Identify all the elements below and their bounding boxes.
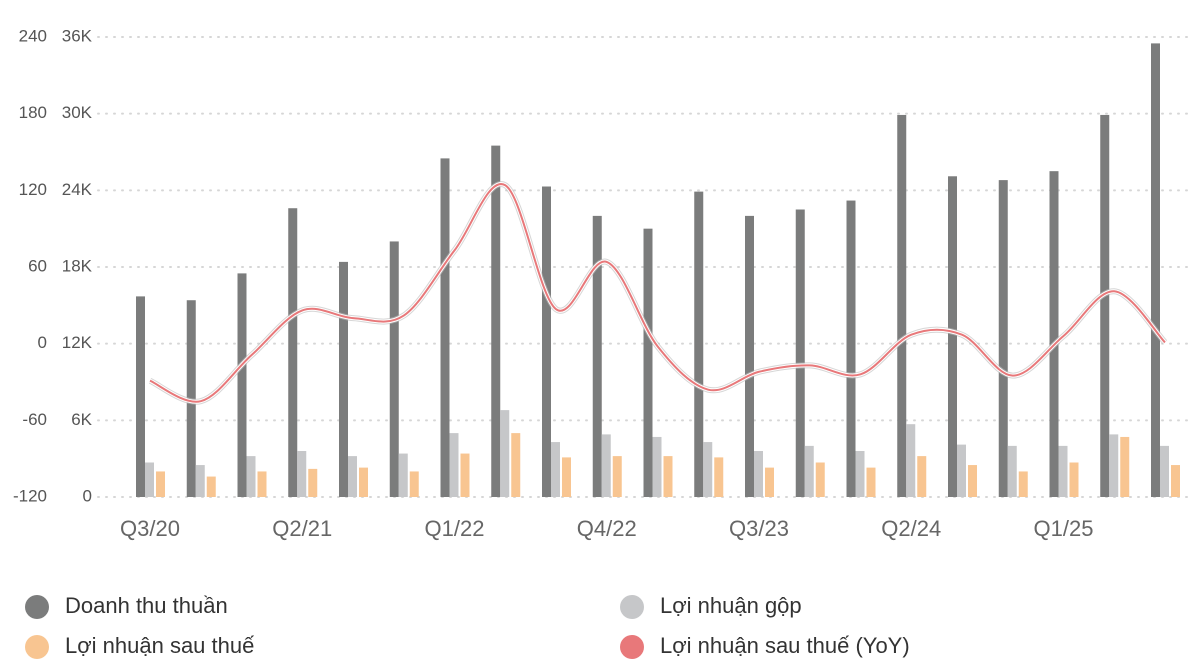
- bar: [906, 424, 916, 497]
- bar: [652, 436, 662, 497]
- x-tick-label: Q2/21: [272, 516, 332, 541]
- bar: [145, 462, 154, 497]
- y-tick-label: 24K: [62, 180, 93, 199]
- bar: [1058, 445, 1068, 497]
- bar: [1007, 445, 1017, 497]
- legend-label: Lợi nhuận gộp: [660, 593, 802, 618]
- bar: [246, 456, 256, 497]
- bar: [195, 465, 205, 497]
- bar: [846, 200, 856, 498]
- bar: [1120, 436, 1130, 497]
- x-tick-label: Q2/24: [881, 516, 941, 541]
- legend-label: Lợi nhuận sau thuế: [65, 633, 254, 658]
- y2-tick-label: 60: [28, 256, 47, 275]
- line-shadow: [148, 181, 1168, 405]
- bar: [398, 453, 408, 497]
- y-tick-label: 6K: [71, 410, 92, 429]
- bar: [917, 456, 927, 497]
- bar: [714, 457, 724, 497]
- bar: [562, 457, 571, 497]
- bar: [866, 467, 876, 497]
- x-tick-label: Q1/25: [1034, 516, 1094, 541]
- bar: [754, 451, 763, 497]
- y-tick-label: 0: [83, 486, 92, 505]
- legend-swatch: [620, 635, 644, 659]
- bar: [897, 114, 907, 497]
- bar: [1018, 471, 1028, 497]
- bar: [257, 471, 267, 497]
- bar: [511, 433, 521, 497]
- bar: [1109, 434, 1119, 497]
- bar: [449, 433, 459, 497]
- bar: [288, 208, 298, 497]
- bar: [815, 462, 825, 497]
- bar: [491, 145, 501, 497]
- bar: [998, 180, 1008, 497]
- legend-swatch: [25, 595, 49, 619]
- bar: [136, 296, 145, 497]
- y2-tick-label: 180: [19, 103, 47, 122]
- bar: [551, 442, 560, 497]
- y-tick-label: 36K: [62, 26, 93, 45]
- bar: [703, 442, 713, 497]
- bar: [601, 434, 611, 497]
- bar: [297, 451, 307, 497]
- bar: [1100, 114, 1110, 497]
- y-tick-label: 18K: [62, 256, 93, 275]
- bar: [308, 468, 318, 497]
- bar: [804, 445, 814, 497]
- legend-label: Lợi nhuận sau thuế (YoY): [660, 633, 910, 658]
- y2-tick-label: -60: [22, 410, 47, 429]
- bar: [1049, 171, 1059, 497]
- bar: [612, 456, 622, 497]
- bar: [348, 456, 357, 497]
- bar: [795, 209, 805, 497]
- y2-tick-label: 0: [38, 333, 47, 352]
- bar: [694, 191, 704, 497]
- bar: [957, 444, 966, 497]
- bar: [1171, 465, 1180, 497]
- bar: [339, 261, 348, 497]
- bar: [359, 467, 368, 497]
- line-halo: [149, 182, 1167, 404]
- bar: [745, 215, 754, 497]
- legend-swatch: [620, 595, 644, 619]
- legend-label: Doanh thu thuần: [65, 593, 228, 618]
- bar: [855, 451, 865, 497]
- y2-tick-label: 240: [19, 26, 47, 45]
- y2-tick-label: 120: [19, 180, 47, 199]
- y-tick-label: 12K: [62, 333, 93, 352]
- y2-tick-label: -120: [13, 486, 47, 505]
- bar: [460, 453, 470, 497]
- bar: [1160, 445, 1169, 497]
- bar: [389, 241, 399, 497]
- line: [149, 183, 1166, 403]
- x-tick-label: Q3/23: [729, 516, 789, 541]
- bar: [663, 456, 673, 497]
- bar: [440, 158, 450, 497]
- bar: [765, 467, 774, 497]
- bar: [968, 465, 977, 497]
- bar: [206, 476, 216, 497]
- bar: [237, 273, 247, 497]
- x-tick-label: Q3/20: [120, 516, 180, 541]
- legend-swatch: [25, 635, 49, 659]
- bar: [948, 176, 957, 497]
- x-tick-label: Q4/22: [577, 516, 637, 541]
- bar: [409, 471, 419, 497]
- y-tick-label: 30K: [62, 103, 93, 122]
- bar: [1069, 462, 1079, 497]
- bar: [156, 471, 165, 497]
- x-tick-label: Q1/22: [425, 516, 485, 541]
- bar: [643, 228, 653, 497]
- bar: [500, 410, 510, 497]
- bar: [1151, 43, 1160, 498]
- bar: [592, 215, 602, 497]
- bar: [542, 186, 551, 497]
